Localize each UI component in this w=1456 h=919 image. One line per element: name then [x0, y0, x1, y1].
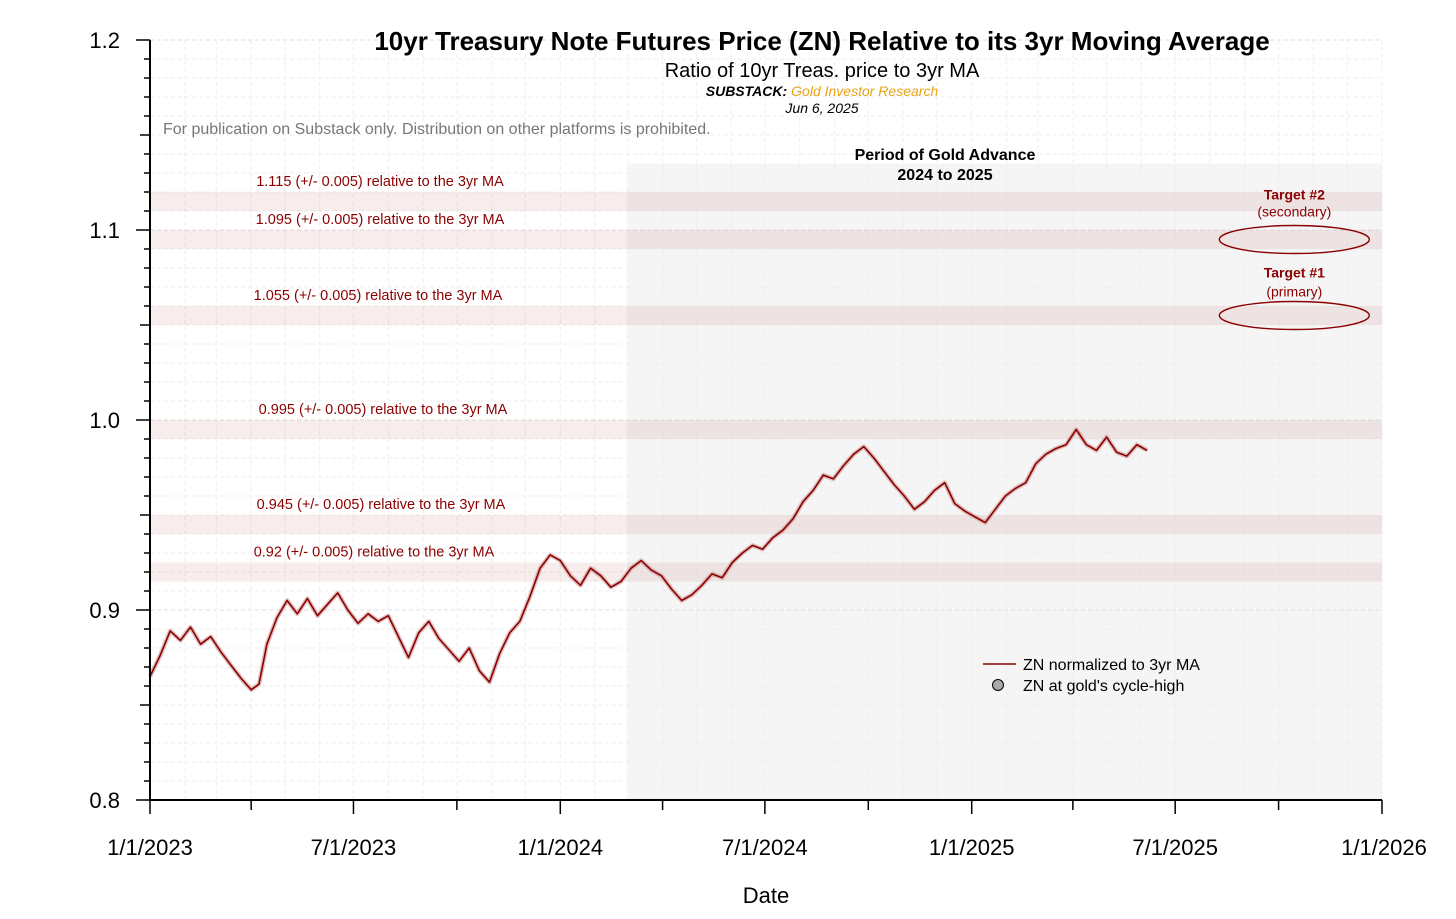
- band-0995: [150, 420, 1382, 439]
- band-label-1115: 1.115 (+/- 0.005) relative to the 3yr MA: [256, 174, 504, 190]
- gold-advance-shaded-region: [627, 163, 1382, 800]
- legend-marker-swatch: [992, 679, 1004, 691]
- period-label-line1: Period of Gold Advance: [855, 147, 1036, 164]
- band-label-1095: 1.095 (+/- 0.005) relative to the 3yr MA: [256, 212, 505, 228]
- source-name: Gold Investor Research: [791, 83, 938, 99]
- band-1115: [150, 192, 1382, 211]
- axes-layer: [136, 39, 1383, 814]
- distribution-notice: For publication on Substack only. Distri…: [163, 121, 711, 138]
- x-tick-label: 7/1/2024: [722, 835, 808, 860]
- y-tick-label: 1.2: [89, 28, 120, 53]
- band-1095: [150, 230, 1382, 249]
- x-tick-label: 1/1/2025: [929, 835, 1015, 860]
- x-tick-label: 7/1/2025: [1132, 835, 1218, 860]
- x-tick-label: 1/1/2023: [107, 835, 193, 860]
- period-label-line2: 2024 to 2025: [897, 167, 992, 184]
- band-092: [150, 562, 1382, 582]
- target-1-title: Target #1: [1264, 265, 1325, 281]
- tick-label-layer: 0.8 0.9 1.0 1.1 1.2 1/1/2023 7/1/2023 1/1/2024 7…: [89, 28, 1426, 860]
- legend-entry-zn-normalized: ZN normalized to 3yr MA: [1023, 657, 1200, 674]
- y-tick-label: 1.0: [89, 408, 120, 433]
- target-2-subtitle: (secondary): [1257, 204, 1331, 220]
- band-label-0995: 0.995 (+/- 0.005) relative to the 3yr MA: [259, 402, 508, 418]
- target-ellipse-2: [1218, 224, 1371, 255]
- band-1055: [150, 306, 1382, 325]
- target-1-subtitle: (primary): [1266, 284, 1322, 300]
- target-2-title: Target #2: [1264, 187, 1325, 203]
- target-layer: [1218, 224, 1371, 331]
- y-tick-label: 0.9: [89, 598, 120, 623]
- band-0945: [150, 515, 1382, 534]
- series-line-zn-normalized: [149, 428, 1148, 691]
- chart-date: Jun 6, 2025: [784, 100, 858, 116]
- y-tick-label: 1.1: [89, 218, 120, 243]
- source-label: SUBSTACK:: [706, 83, 787, 99]
- x-tick-label: 7/1/2023: [311, 835, 397, 860]
- source-line: SUBSTACK: Gold Investor Research: [706, 83, 939, 99]
- gold-advance-shaded-region-layer: [627, 163, 1382, 800]
- chart-title: 10yr Treasury Note Futures Price (ZN) Re…: [374, 26, 1269, 56]
- legend: ZN normalized to 3yr MA ZN at gold's cyc…: [983, 657, 1200, 695]
- series-layer: [147, 427, 1149, 693]
- target-ellipse-1: [1218, 300, 1371, 331]
- band-label-0920: 0.92 (+/- 0.005) relative to the 3yr MA: [254, 545, 495, 561]
- band-label-1055: 1.055 (+/- 0.005) relative to the 3yr MA: [254, 288, 503, 304]
- y-tick-label: 0.8: [89, 788, 120, 813]
- band-label-0945: 0.945 (+/- 0.005) relative to the 3yr MA: [257, 497, 506, 513]
- chart-subtitle: Ratio of 10yr Treas. price to 3yr MA: [665, 60, 980, 82]
- grid-layer: [150, 39, 1383, 800]
- x-axis-label: Date: [743, 883, 789, 908]
- x-tick-label: 1/1/2024: [517, 835, 603, 860]
- x-tick-label: 1/1/2026: [1341, 835, 1427, 860]
- legend-entry-cycle-high: ZN at gold's cycle-high: [1023, 678, 1184, 695]
